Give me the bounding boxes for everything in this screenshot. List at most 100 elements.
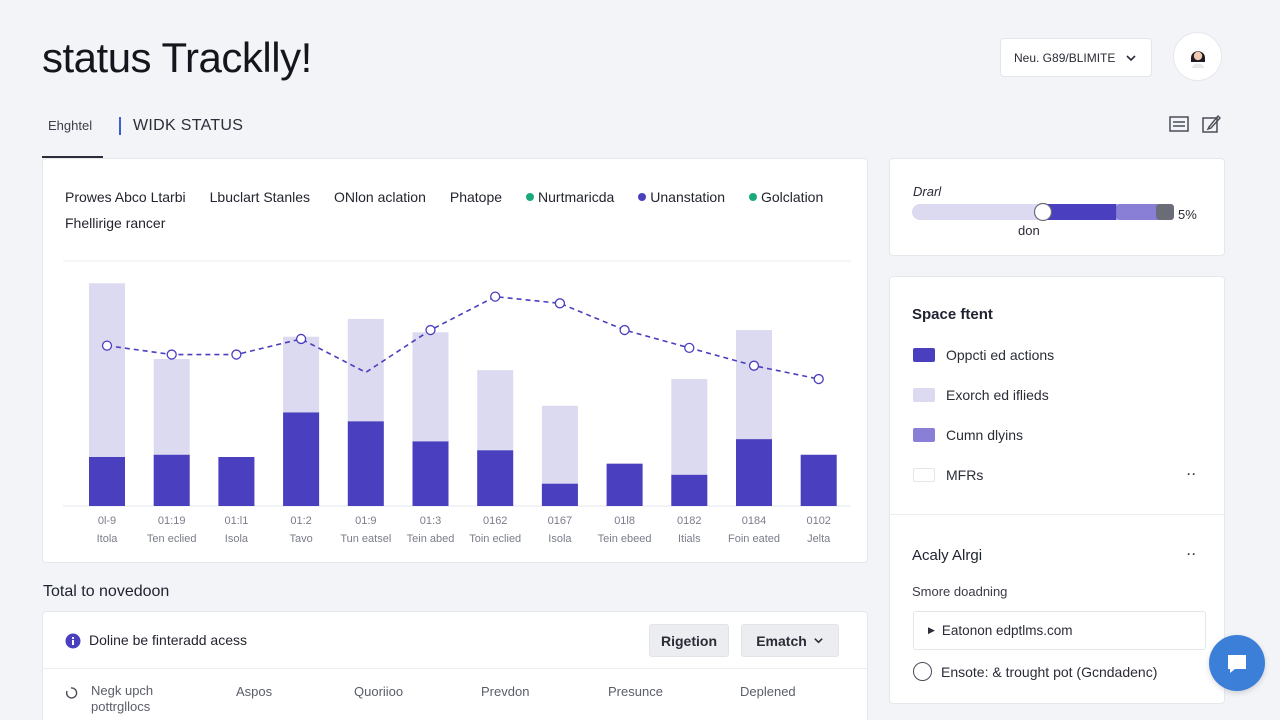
space-card: Space ftent Oppcti ed actions Exorch ed …	[889, 276, 1225, 704]
bar-line-chart: 0l-9 Itola 01:19 Ten eclied 01:l1 Isola 01:2 Ta…	[63, 260, 851, 545]
line-point	[619, 324, 630, 336]
bar	[477, 450, 514, 506]
info-icon	[65, 633, 81, 649]
progress-percent: 5%	[1178, 207, 1197, 222]
table-caption: Doline be finteradd acess	[89, 632, 247, 648]
bar	[283, 412, 320, 506]
bar	[347, 421, 384, 506]
x-tick-sublabel: Tun eatsel	[340, 533, 391, 545]
column-header[interactable]: Quoriioo	[354, 684, 404, 699]
space-legend-item[interactable]: MFRs	[913, 467, 983, 483]
workspace-select-label: Neu. G89/BLIMITE	[1014, 50, 1116, 65]
x-tick-label: 0102	[806, 515, 830, 527]
x-tick-sublabel: Toin eclied	[469, 533, 521, 545]
progress-cap	[1156, 204, 1174, 220]
line-point	[101, 340, 113, 351]
divider	[890, 514, 1224, 515]
legend-item[interactable]: Fhellirige rancer	[65, 215, 166, 231]
legend-item[interactable]: ONlon aclation	[334, 189, 426, 205]
legend-swatch	[913, 388, 935, 402]
radio-button[interactable]	[913, 662, 932, 681]
line-point	[490, 291, 501, 302]
progress-sublabel: don	[1018, 223, 1040, 238]
x-tick-label: 01l8	[614, 515, 635, 527]
caret-right-icon: ▶	[928, 625, 935, 635]
chart-card: Prowes Abco Ltarbi Lbuclart Stanles ONlo…	[42, 158, 868, 563]
column-header[interactable]: Deplened	[740, 684, 796, 699]
legend-dot	[749, 193, 757, 201]
line-point	[166, 349, 177, 360]
bar	[412, 441, 449, 506]
space-card-title: Space ftent	[912, 306, 993, 323]
column-header[interactable]: Presunce	[608, 684, 663, 699]
space-legend-item[interactable]: Oppcti ed actions	[913, 347, 1054, 363]
workspace-select[interactable]: Neu. G89/BLIMITE	[1000, 38, 1152, 77]
bar	[606, 463, 643, 506]
space-legend-item[interactable]: Cumn dlyins	[913, 427, 1023, 443]
tab-widk-status[interactable]: WIDK STATUS	[133, 117, 244, 134]
tab-divider	[119, 117, 121, 135]
x-tick-sublabel: Tavo	[289, 533, 312, 545]
bar	[89, 457, 125, 506]
table-toolbar: Doline be finteradd acess Rigetion Ematc…	[43, 612, 867, 669]
user-avatar-icon	[1190, 50, 1205, 68]
ematch-dropdown[interactable]: Ematch	[741, 624, 839, 657]
legend-item[interactable]: Prowes Abco Ltarbi	[65, 189, 186, 205]
legend-item-dotted[interactable]: Nurtmaricda	[526, 189, 614, 205]
space-legend-item[interactable]: Exorch ed iflieds	[913, 387, 1049, 403]
x-tick-sublabel: Tein abed	[407, 533, 455, 545]
x-tick-sublabel: Ten eclied	[147, 533, 197, 545]
legend-item[interactable]: Phatope	[449, 189, 503, 205]
x-tick-label: 0l-9	[98, 515, 116, 527]
legend-item-dotted[interactable]: Golclation	[749, 189, 823, 205]
x-tick-label: 01:19	[158, 515, 186, 527]
more-icon[interactable]: ··	[1187, 547, 1197, 561]
legend-item[interactable]: Lbuclart Stanles	[209, 189, 311, 205]
refresh-icon[interactable]	[64, 686, 78, 700]
activity-radio-option[interactable]: Ensote: & trought pot (Gcndadenc)	[913, 662, 1157, 681]
x-tick-label: 01:l1	[224, 515, 248, 527]
x-tick-sublabel: Itola	[97, 533, 119, 545]
legend-item-dotted[interactable]: Unanstation	[638, 189, 725, 205]
rigetion-button[interactable]: Rigetion	[649, 624, 729, 657]
progress-fill	[1043, 204, 1117, 220]
chat-icon	[1228, 655, 1246, 673]
progress-card: Drarl 5% don	[889, 158, 1225, 256]
user-avatar[interactable]	[1173, 32, 1222, 81]
legend-dot	[638, 193, 647, 201]
list-icon[interactable]	[1168, 113, 1190, 135]
chevron-down-icon	[1126, 54, 1136, 61]
edit-icon[interactable]	[1200, 113, 1222, 135]
column-header[interactable]: Negk upch pottrgllocs	[91, 683, 154, 714]
legend-swatch	[913, 428, 935, 442]
x-tick-label: 01:9	[355, 515, 376, 527]
bar	[541, 483, 578, 506]
x-tick-label: 0184	[742, 515, 766, 527]
x-tick-label: 0167	[548, 515, 572, 527]
section-heading: Total to novedoon	[43, 583, 170, 600]
bar	[153, 454, 190, 506]
line-point	[425, 324, 436, 336]
chart-legend: Prowes Abco Ltarbi Lbuclart Stanles ONlo…	[65, 189, 847, 205]
table-card: Doline be finteradd acess Rigetion Ematc…	[42, 611, 868, 720]
x-tick-label: 01:3	[420, 515, 441, 527]
progress-slider[interactable]	[890, 159, 1226, 257]
app-title: status Tracklly!	[42, 34, 312, 81]
tab-ehghtel[interactable]: Ehghtel	[42, 108, 103, 158]
column-header[interactable]: Aspos	[236, 684, 273, 699]
line-point	[554, 298, 566, 309]
activity-link[interactable]: ▶ Eatonon edptlms.com	[913, 611, 1206, 650]
series-line	[106, 295, 819, 380]
chat-button[interactable]	[1209, 635, 1265, 691]
column-header[interactable]: Prevdon	[481, 684, 530, 699]
x-tick-label: 0182	[677, 515, 701, 527]
tab-bar: Ehghtel WIDK STATUS	[42, 108, 243, 158]
bar	[671, 474, 708, 506]
progress-label: Drarl	[913, 184, 942, 199]
x-tick-sublabel: Isola	[548, 533, 572, 545]
more-icon[interactable]: ··	[1187, 467, 1197, 481]
x-tick-sublabel: Itials	[678, 533, 701, 545]
x-tick-sublabel: Jelta	[807, 533, 831, 545]
x-tick-sublabel: Isola	[225, 533, 249, 545]
activity-subtitle: Smore doadning	[912, 584, 1008, 599]
